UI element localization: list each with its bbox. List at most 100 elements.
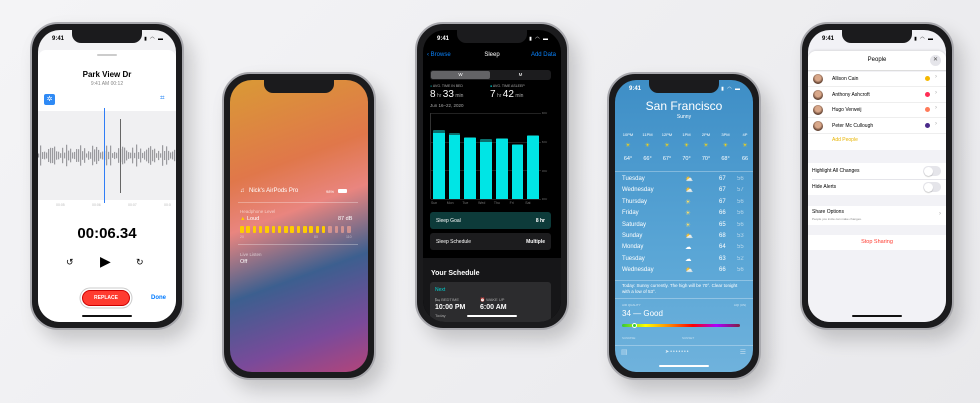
day-name: Monday <box>622 244 644 251</box>
forecast-row[interactable]: Saturday ☀ 65 56 <box>615 220 753 231</box>
asleep-bar[interactable] <box>495 138 508 199</box>
person-row[interactable]: Anthony Ashcroft › <box>808 88 946 103</box>
low-temp: 56 <box>737 221 744 228</box>
hide-alerts-toggle[interactable] <box>923 182 941 192</box>
waveform-bar <box>168 150 170 161</box>
next-label: Next <box>435 287 446 293</box>
sleep-goal-value: 8 hr <box>535 218 545 224</box>
scale-label: 110 <box>346 235 352 239</box>
notch <box>842 30 912 43</box>
play-icon[interactable]: ▶ <box>100 253 111 269</box>
waveform-bar <box>56 151 58 160</box>
day-name: Tuesday <box>622 255 645 262</box>
highlight-toggle[interactable] <box>923 166 941 176</box>
replace-button[interactable]: REPLACE <box>82 290 130 306</box>
asleep-bar[interactable] <box>433 133 445 199</box>
timer: 00:06.34 <box>77 225 137 242</box>
high-temp: 66 <box>719 210 726 217</box>
partly-sunny-icon: ⛅ <box>685 267 694 275</box>
forecast-row[interactable]: Tuesday ☁ 63 52 <box>615 254 753 265</box>
playhead[interactable] <box>104 108 105 203</box>
waveform-bar <box>92 145 94 166</box>
waveform-bar <box>86 153 88 158</box>
person-row[interactable]: Allison Cain › <box>808 72 946 87</box>
day-label: Wed <box>478 201 486 205</box>
waveform-bar <box>84 148 86 163</box>
high-temp: 65 <box>719 221 726 228</box>
waveform-bar <box>134 152 136 159</box>
close-icon[interactable]: ✕ <box>930 55 941 66</box>
weather-channel-icon[interactable]: ▤ <box>621 349 628 356</box>
segmented-control: W M <box>430 70 551 80</box>
list-icon[interactable]: ☰ <box>739 349 746 356</box>
sleep-schedule-row[interactable]: Sleep Schedule Multiple <box>430 233 551 250</box>
in-bed-label: AVG. TIME IN BED <box>432 84 463 88</box>
asleep-bar[interactable] <box>527 135 539 199</box>
today-summary: Today: Sunny currently. The high will be… <box>622 283 738 294</box>
waveform-bar <box>64 152 66 159</box>
forecast-row[interactable]: Wednesday ⛅ 67 57 <box>615 185 753 196</box>
person-row[interactable]: Hugo Verweij › <box>808 103 946 118</box>
asleep-bar[interactable] <box>448 134 461 199</box>
headphone-level-label: Headphone Level <box>240 209 276 214</box>
condition: Sunny <box>676 114 692 120</box>
sheet-header: People ✕ <box>808 51 946 71</box>
forecast-row[interactable]: Friday ☀ 66 56 <box>615 208 753 219</box>
segment-month[interactable]: M <box>518 72 523 77</box>
asleep-bar[interactable] <box>480 141 492 199</box>
hour-temp: 66° <box>643 156 652 162</box>
high-temp: 68 <box>719 233 726 239</box>
stop-sharing-button[interactable]: Stop Sharing <box>808 235 946 250</box>
add-data-button[interactable]: Add Data <box>530 52 556 58</box>
sunrise-label: SUNRISE <box>622 336 636 340</box>
forecast-row[interactable]: Tuesday ⛅ 67 56 <box>615 174 753 185</box>
asleep-bar[interactable] <box>511 144 524 199</box>
waveform-graphic <box>38 119 176 193</box>
waveform-bar <box>142 152 144 159</box>
forecast-row[interactable]: Thursday ☀ 67 56 <box>615 197 753 208</box>
level-segment <box>334 226 338 233</box>
sheet-grabber[interactable] <box>97 54 117 56</box>
page-dots[interactable]: ➤••••••• <box>665 349 690 355</box>
person-row[interactable]: Peter Mc Cullough › <box>808 119 946 134</box>
person-name: Peter Mc Cullough <box>832 122 874 129</box>
forecast-row[interactable]: Monday ☁ 64 55 <box>615 242 753 253</box>
waveform-bar <box>154 148 156 163</box>
hour-temp: 68° <box>721 156 730 162</box>
add-people-button[interactable]: Add People <box>832 137 858 143</box>
daily-forecast[interactable]: Tuesday ⛅ 67 56 Wednesday ⛅ 67 57 Thursday ☀ 67 56 F… <box>615 174 753 278</box>
done-button[interactable]: Done <box>151 295 166 301</box>
back-button[interactable]: ‹ Browse <box>427 52 451 58</box>
forecast-row[interactable]: Sunday ⛅ 68 53 <box>615 231 753 242</box>
share-options-row[interactable]: Share Options People you invite can make… <box>808 206 946 225</box>
sleep-goal-row[interactable]: Sleep Goal 8 hr <box>430 212 551 229</box>
enhance-icon[interactable]: ✲ <box>44 94 55 105</box>
divider <box>238 244 358 245</box>
crop-icon[interactable]: ⌗ <box>160 93 165 102</box>
waveform-bar <box>90 152 92 159</box>
live-listen-label[interactable]: Live Listen <box>240 252 262 257</box>
level-segment <box>277 226 282 233</box>
divider <box>615 345 753 346</box>
forecast-row[interactable]: Wednesday ⛅ 66 56 <box>615 265 753 276</box>
day-label: Thu <box>493 201 500 205</box>
waveform-bar <box>102 151 104 160</box>
waveform[interactable] <box>38 108 176 203</box>
sleep-chart[interactable] <box>430 113 541 200</box>
sun-icon: ☀ <box>685 198 691 206</box>
scale-label: 20 <box>240 235 244 239</box>
asleep-bar[interactable] <box>464 137 477 199</box>
hour-temp: 70° <box>701 156 711 162</box>
day-name: Sunday <box>622 233 643 239</box>
level-segment <box>265 226 269 233</box>
segment-week[interactable]: W <box>431 71 490 79</box>
high-temp: 64 <box>719 244 726 251</box>
skip-forward-15-icon[interactable]: ↻ <box>136 257 144 267</box>
sunset-label: SUNSET <box>682 336 695 340</box>
live-listen-value: Off <box>240 259 248 265</box>
waveform-bar <box>110 145 112 166</box>
level-segment <box>303 226 307 233</box>
hourly-forecast[interactable]: 10PM ☀ 64° 11PM ☀ 66° 12PM ☀ 67° 1PM ☀ 70° 2PM ☀ 70° 3P… <box>619 132 753 168</box>
skip-back-15-icon[interactable]: ↺ <box>66 257 74 267</box>
partly-sunny-icon: ⛅ <box>685 187 694 195</box>
